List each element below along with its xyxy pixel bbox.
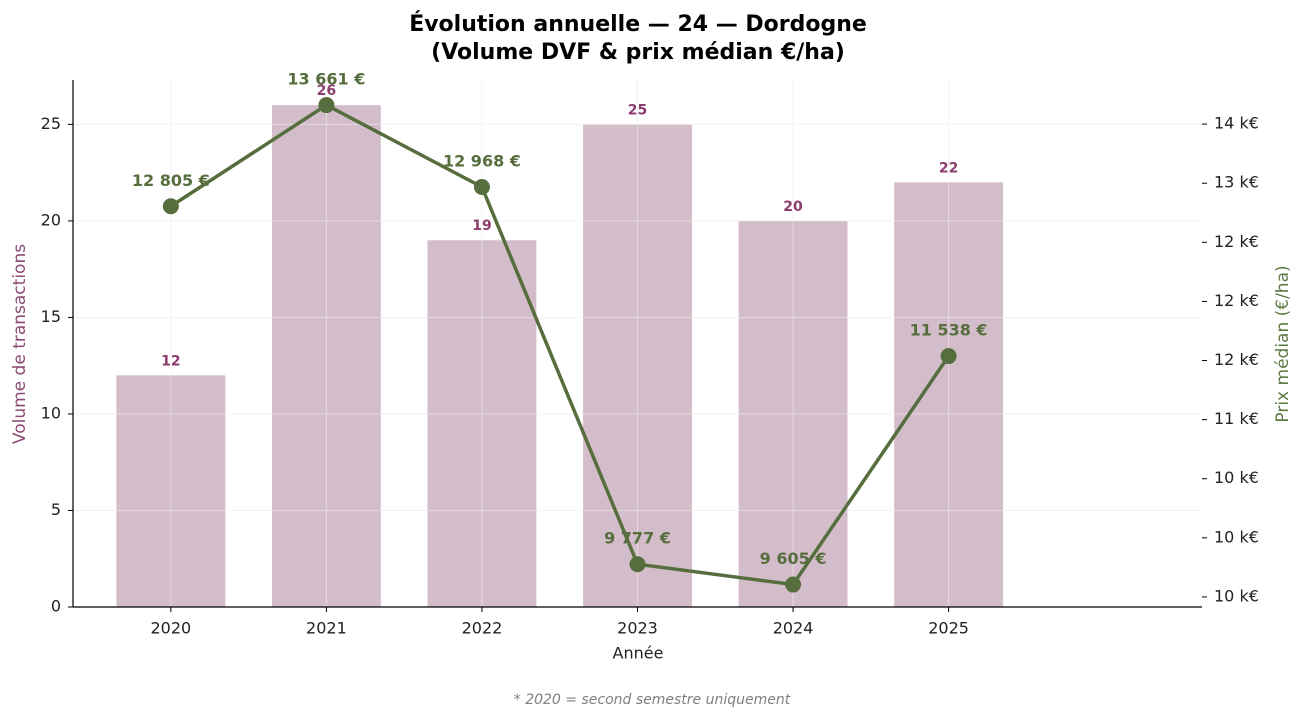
bar-value-label: 12 <box>161 353 180 369</box>
y2-axis-label: Prix médian (€/ha) <box>1273 265 1293 422</box>
line-value-label: 12 805 € <box>132 171 210 190</box>
line-value-label: 9 605 € <box>760 549 827 568</box>
y2-tick-label: 12 k€ <box>1214 350 1259 369</box>
line-value-label: 13 661 € <box>287 70 365 89</box>
y-tick-label: 15 <box>41 307 61 326</box>
y2-tick-label: 10 k€ <box>1214 527 1259 546</box>
line <box>169 103 951 587</box>
bar-value-label: 20 <box>783 199 803 215</box>
bar-value-label: 26 <box>317 83 336 99</box>
y-tick-label: 5 <box>51 500 61 519</box>
y-tick-label: 10 <box>41 403 61 422</box>
line-point <box>162 198 179 215</box>
y2-tick-label: 13 k€ <box>1214 173 1259 192</box>
chart-title: Évolution annuelle — 24 — Dordogne <box>409 11 867 37</box>
y2-tick-label: 11 k€ <box>1214 409 1259 428</box>
y-axis-label: Volume de transactions <box>10 244 30 444</box>
bar-value-label: 22 <box>939 160 958 176</box>
bar-value-label: 19 <box>472 218 491 234</box>
bar-value-label: 25 <box>628 102 647 118</box>
y2-tick-label: 12 k€ <box>1214 291 1259 310</box>
line-point <box>318 97 335 114</box>
chart-subtitle: (Volume DVF & prix médian €/ha) <box>431 40 845 65</box>
x-tick-label: 2020 <box>150 619 191 638</box>
x-tick-label: 2022 <box>462 619 503 638</box>
y2-tick-label: 12 k€ <box>1214 232 1259 251</box>
y-tick-label: 25 <box>41 114 61 133</box>
line-point <box>940 348 957 365</box>
x-tick-label: 2021 <box>306 619 347 638</box>
x-axis-label: Année <box>613 644 664 663</box>
footnote: * 2020 = second semestre uniquement <box>514 692 791 708</box>
line-point <box>629 556 646 573</box>
y2-tick-label: 14 k€ <box>1214 114 1259 133</box>
y2-tick-label: 10 k€ <box>1214 468 1259 487</box>
x-tick-label: 2023 <box>617 619 658 638</box>
line-value-label: 11 538 € <box>910 321 988 340</box>
y-tick-label: 0 <box>51 597 61 616</box>
line-value-label: 12 968 € <box>443 151 521 170</box>
line-point <box>473 178 490 195</box>
line-point <box>785 576 802 593</box>
y-tick-label: 20 <box>41 210 61 229</box>
y2-tick-label: 10 k€ <box>1214 586 1259 605</box>
x-tick-label: 2024 <box>773 619 814 638</box>
line-value-label: 9 777 € <box>604 529 671 548</box>
x-tick-label: 2025 <box>928 619 969 638</box>
